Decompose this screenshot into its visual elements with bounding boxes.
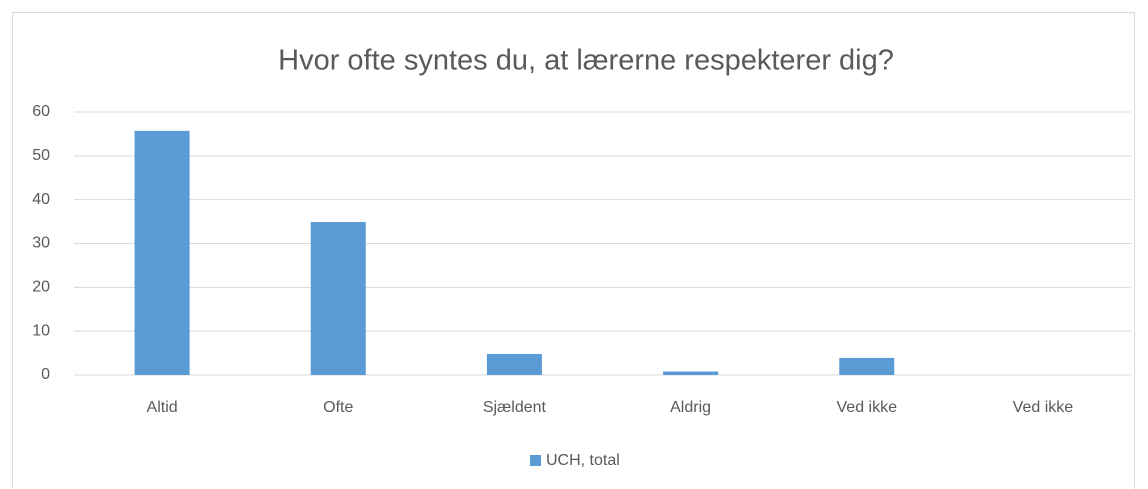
bar bbox=[663, 371, 719, 375]
x-tick-label: Altid bbox=[147, 399, 178, 416]
y-tick-label: 40 bbox=[32, 191, 50, 208]
bar bbox=[310, 222, 366, 375]
x-tick-label: Ved ikke bbox=[837, 399, 898, 416]
y-tick-label: 30 bbox=[32, 235, 50, 252]
y-tick-label: 50 bbox=[32, 147, 50, 164]
chart-title: Hvor ofte syntes du, at lærerne respekte… bbox=[278, 45, 894, 77]
y-tick-label: 60 bbox=[32, 103, 50, 120]
bar bbox=[839, 357, 895, 375]
bar bbox=[486, 353, 542, 375]
y-tick-label: 0 bbox=[41, 366, 50, 383]
y-tick-label: 10 bbox=[32, 322, 50, 339]
y-tick-label: 20 bbox=[32, 279, 50, 296]
chart-frame bbox=[12, 12, 1135, 489]
x-tick-label: Aldrig bbox=[670, 399, 711, 416]
x-tick-label: Ofte bbox=[323, 399, 353, 416]
x-tick-label: Sjældent bbox=[483, 399, 547, 416]
legend-label: UCH, total bbox=[546, 452, 620, 469]
bar bbox=[134, 130, 190, 375]
legend-swatch bbox=[530, 455, 541, 466]
x-tick-label: Ved ikke bbox=[1013, 399, 1074, 416]
